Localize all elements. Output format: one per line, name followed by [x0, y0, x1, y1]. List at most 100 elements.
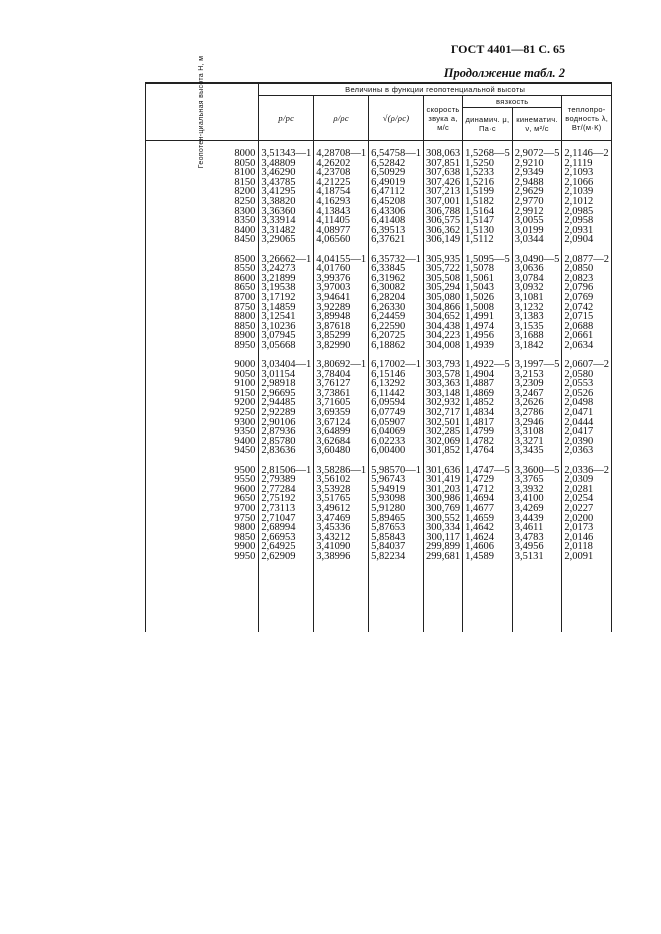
table-row: 9450 2,83636 3,60480 6,00400 301,852 1,4764 3,…	[144, 446, 613, 456]
table-cell: 1,5182	[462, 196, 513, 207]
table-row: 9300 2,90106 3,67124 6,05907 302,501 1,4817 3,…	[144, 417, 613, 428]
table-cell: 2,0227	[561, 503, 613, 514]
table-cell: 303,578	[423, 369, 464, 380]
table-cell: 1,4887	[462, 379, 513, 389]
table-cell: 1,5043	[462, 283, 513, 293]
table-cell: 8250	[144, 196, 260, 207]
table-cell: 5,82234	[368, 551, 425, 562]
header-height: Геопотен-циальная высота H, м	[144, 56, 260, 168]
table-cell: 2,0146	[561, 532, 613, 543]
table-cell: 9350	[144, 427, 260, 437]
table-cell: 1,4642	[462, 523, 513, 533]
table-row: 9200 2,94485 3,71605 6,09594 302,932 1,4852 3,…	[144, 398, 613, 409]
table-cell: 1,4991	[462, 312, 513, 322]
table-cell: 8900	[144, 331, 260, 341]
table-cell: 1,4939	[462, 340, 513, 351]
table-row: 8200 3,41295 4,18754 6,47112 307,213 1,5199 2,…	[144, 187, 613, 197]
table-cell: 2,62909	[258, 551, 315, 562]
table-cell: 1,5216	[462, 177, 513, 188]
table-cell: 1,5250	[462, 158, 513, 169]
table-row: 8900 3,07945 3,85299 6,20725 304,223 1,4956 3,…	[144, 331, 613, 341]
table-cell: 306,362	[423, 225, 464, 236]
table-cell: 9800	[144, 523, 260, 533]
table-cell: 8400	[144, 225, 260, 236]
table-cell: 305,508	[423, 273, 464, 284]
table-cell: 2,1039	[561, 187, 613, 197]
table-cell: 8950	[144, 340, 260, 351]
table-cell: 302,717	[423, 407, 464, 418]
table-cell: 8450	[144, 235, 260, 245]
table-cell: 1,4869	[462, 388, 513, 399]
table-cell: 303,148	[423, 388, 464, 399]
table-cell: 9050	[144, 369, 260, 380]
table-cell: 299,899	[423, 542, 464, 552]
table-row: 9500 2,81506—1 3,58286—1 5,98570—1 301,636 1,…	[144, 465, 613, 476]
table-row: 9000 3,03404—1 3,80692—1 6,17002—1 303,793 1,…	[144, 360, 613, 370]
table-cell: 2,0958	[561, 216, 613, 226]
table-cell: 302,501	[423, 417, 464, 428]
table-cell: 308,063	[423, 140, 464, 159]
table-cell: 302,932	[423, 398, 464, 409]
table-cell: 8200	[144, 187, 260, 197]
table-cell: 9750	[144, 513, 260, 524]
table-cell: 299,681	[423, 551, 464, 562]
table-cell: 304,866	[423, 302, 464, 313]
table-cell: 307,213	[423, 187, 464, 197]
table-cell: 304,438	[423, 321, 464, 332]
table-cell: 1,5233	[462, 168, 513, 178]
atmosphere-table: Геопотен-циальная высота H, м Величины в…	[144, 56, 613, 632]
table-cell: 300,769	[423, 503, 464, 514]
header-sound-speed: скорость звука a, м/с	[423, 95, 464, 141]
table-cell: 1,4974	[462, 321, 513, 332]
table-cell: 3,29065	[258, 235, 315, 245]
table-row: 8400 3,31482 4,08977 6,39513 306,362 1,5130 3,…	[144, 225, 613, 236]
table-cell: 300,334	[423, 523, 464, 533]
table-cell: 3,51343—1	[258, 140, 315, 159]
table-cell: 1,4956	[462, 331, 513, 341]
table-cell: 1,5268—5	[462, 140, 513, 159]
table-row: 8650 3,19538 3,97003 6,30082 305,294 1,5043 3,…	[144, 283, 613, 293]
table-row: 8700 3,17192 3,94641 6,28204 305,080 1,5026 3,…	[144, 292, 613, 303]
table-cell: 9100	[144, 379, 260, 389]
table-cell: 2,0688	[561, 321, 613, 332]
table-cell: 305,935	[423, 254, 464, 265]
table-cell: 301,419	[423, 475, 464, 485]
table-cell: 1,5112	[462, 235, 513, 245]
table-cell: 9650	[144, 494, 260, 504]
table-cell: 6,18862	[368, 340, 425, 351]
table-cell: 2,0553	[561, 379, 613, 389]
table-cell: 2,9072—5	[511, 140, 563, 159]
table-cell: 1,4904	[462, 369, 513, 380]
table-row: 8950 3,05668 3,82990 6,18862 304,008 1,4939 3,…	[144, 340, 613, 351]
table-cell: 2,0444	[561, 417, 613, 428]
table-cell: 2,0715	[561, 312, 613, 322]
table-cell: 4,28708—1	[313, 140, 370, 159]
table-tail	[144, 561, 613, 632]
table-cell: 2,0200	[561, 513, 613, 524]
table-row: 9900 2,64925 3,41090 5,84037 299,899 1,4606 3,…	[144, 542, 613, 552]
table-cell: 2,0118	[561, 542, 613, 552]
page-header: ГОСТ 4401—81 С. 65	[450, 42, 565, 56]
table-cell: 8850	[144, 321, 260, 332]
table-cell: 1,4799	[462, 427, 513, 437]
table-cell: 1,5130	[462, 225, 513, 236]
table-cell: 1,4834	[462, 407, 513, 418]
block-spacer	[144, 244, 613, 255]
table-cell: 1,4729	[462, 475, 513, 485]
table-cell: 2,0471	[561, 407, 613, 418]
table-row: 9400 2,85780 3,62684 6,02233 302,069 1,4782 3,…	[144, 436, 613, 447]
table-row: 9850 2,66953 3,43212 5,85843 300,117 1,4624 3,…	[144, 532, 613, 543]
table-cell: 2,0309	[561, 475, 613, 485]
table-cell: 8050	[144, 158, 260, 169]
table-cell: 9600	[144, 484, 260, 495]
table-cell: 2,0769	[561, 292, 613, 303]
table-cell: 306,575	[423, 216, 464, 226]
table-cell: 3,0344	[511, 235, 563, 245]
table-cell: 1,4747—5	[462, 465, 513, 476]
table-cell: 8500	[144, 254, 260, 265]
table-body: 8000 3,51343—1 4,28708—1 6,54758—1 308,063 1,…	[144, 140, 613, 632]
table-cell: 300,117	[423, 532, 464, 543]
table-row: 8050 3,48809 4,26202 6,52842 307,851 1,5250 2,…	[144, 158, 613, 169]
table-cell: 9150	[144, 388, 260, 399]
table-row: 9950 2,62909 3,38996 5,82234 299,681 1,4589 3,…	[144, 551, 613, 562]
